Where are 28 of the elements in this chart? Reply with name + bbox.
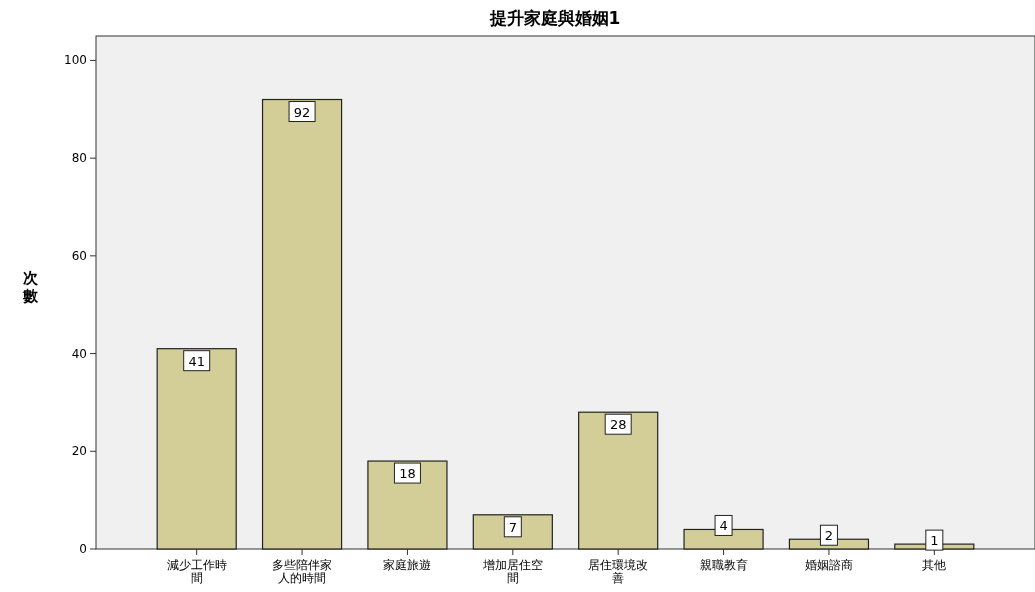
x-tick-label: 居住環境改善 [588,558,649,585]
data-label: 18 [399,466,416,482]
y-tick-label: 60 [71,248,87,263]
x-tick-label: 其他 [922,558,947,572]
y-tick-label: 80 [71,151,87,166]
data-label: 41 [188,353,205,369]
bar [578,411,659,550]
x-tick-label: 減少工作時間 [166,558,227,585]
data-label: 1 [930,533,939,549]
data-label: 28 [609,417,627,433]
x-tick-label: 親職教育 [699,558,748,572]
x-tick-label: 家庭旅遊 [383,558,432,572]
data-label: 4 [719,518,728,534]
y-tick-label: 100 [64,53,87,68]
x-tick-label: 婚姻諮商 [804,558,853,572]
y-axis-title: 次數 [21,269,39,305]
chart-title: 提升家庭與婚姻1 [488,8,621,28]
bar [156,348,237,550]
bar [367,460,448,550]
y-tick-label: 40 [71,346,87,361]
data-label: 2 [824,528,834,544]
data-label: 92 [293,104,311,120]
bar [261,98,343,550]
y-tick-label: 20 [71,444,87,459]
data-label: 7 [508,519,517,535]
x-tick-label: 多些陪伴家人的時間 [272,558,333,585]
y-tick-label: 0 [79,542,87,556]
x-tick-label: 增加居住空間 [481,558,543,585]
